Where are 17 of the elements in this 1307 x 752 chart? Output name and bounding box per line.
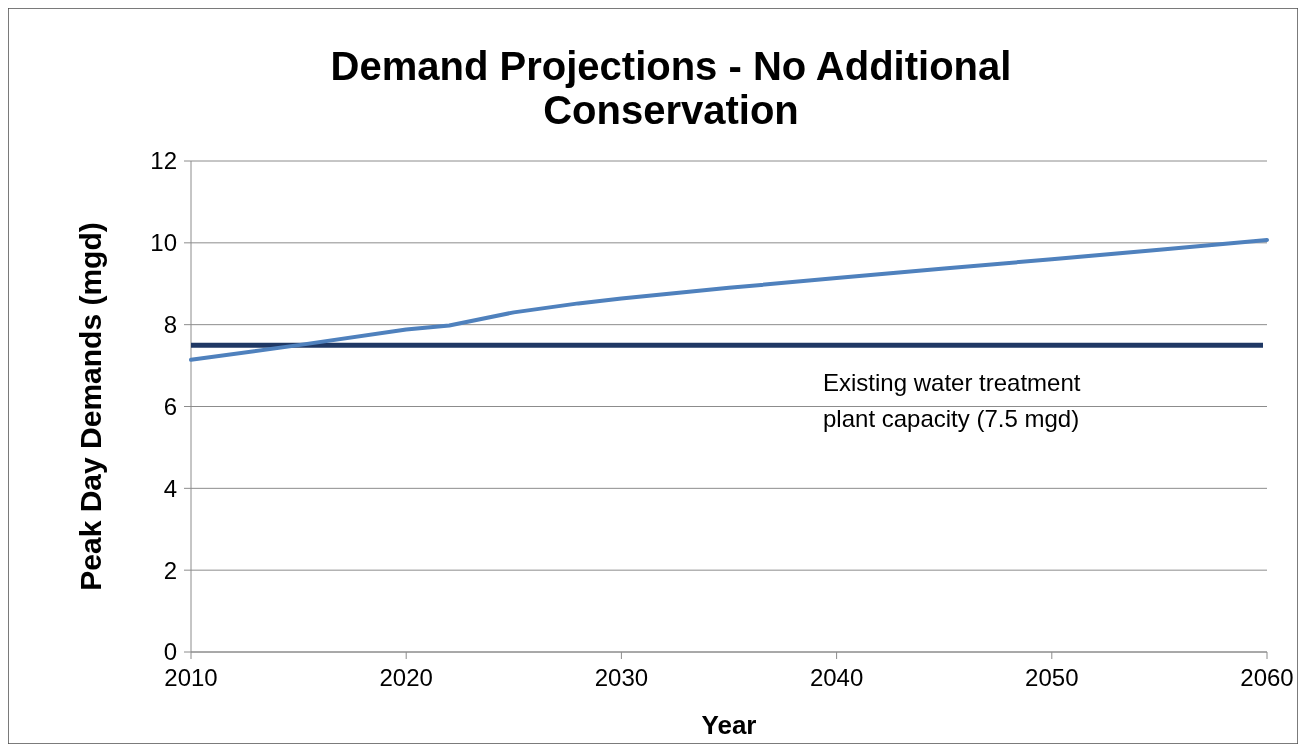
- y-axis-title: Peak Day Demands (mgd): [74, 222, 107, 591]
- x-tick-label: 2060: [1240, 664, 1294, 691]
- y-tick-label: 10: [150, 229, 177, 257]
- y-tick-label: 4: [163, 474, 177, 502]
- y-tick-label: 6: [163, 392, 177, 420]
- x-tick-label: 2050: [1025, 664, 1079, 691]
- chart-title: Demand Projections - No Additional Conservation: [330, 44, 1012, 132]
- x-axis-title: Year: [701, 710, 757, 740]
- x-tick-label: 2010: [164, 664, 218, 691]
- ref-line-label: Existing water treatment plant capacity (7.5 mgd): [823, 369, 1081, 433]
- x-tick-label: 2040: [809, 664, 864, 691]
- y-tick-label: 0: [163, 638, 177, 666]
- y-tick-label: 2: [163, 556, 177, 584]
- x-tick-label: 2030: [594, 664, 649, 691]
- y-tick-label: 12: [150, 147, 177, 175]
- x-tick-label: 2020: [379, 664, 433, 691]
- y-tick-label: 8: [163, 311, 177, 339]
